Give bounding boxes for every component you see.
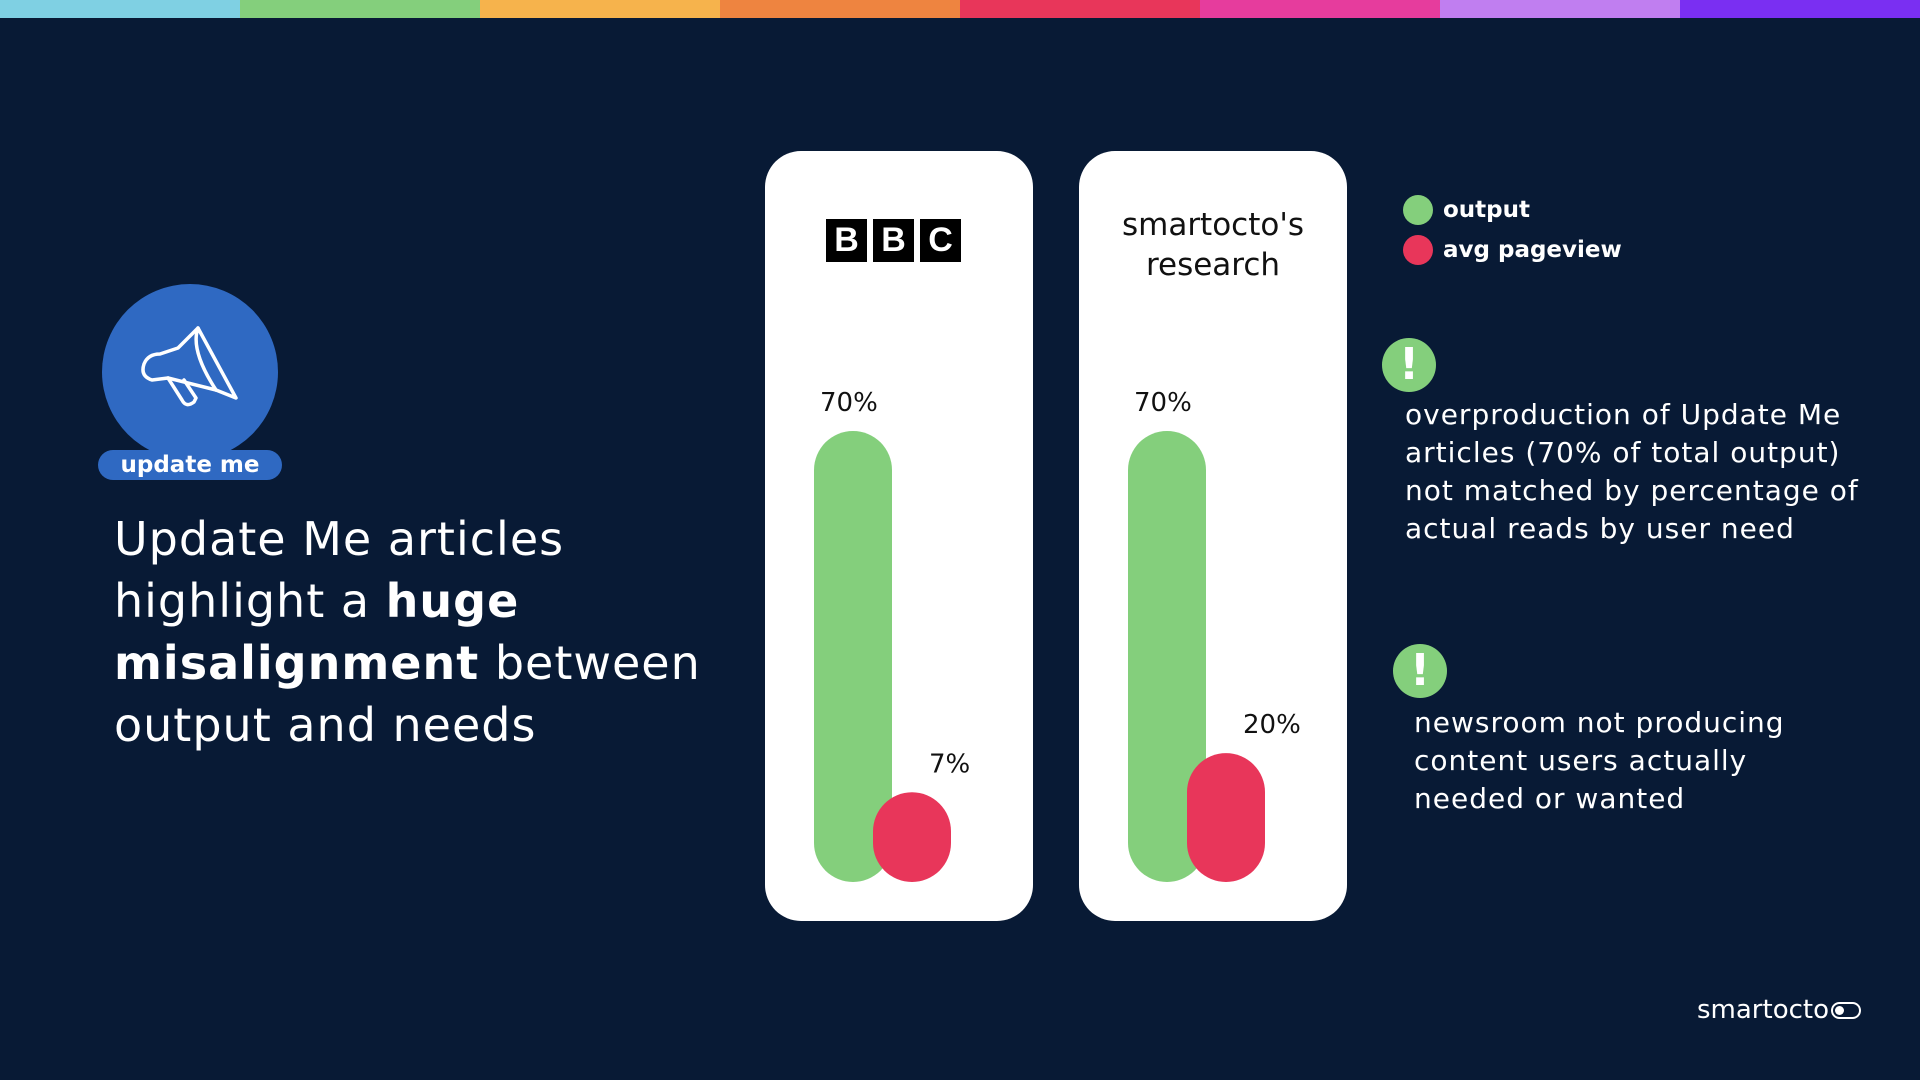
stripe-segment (0, 0, 240, 18)
headline-text-2: between output and needs (114, 636, 701, 752)
headline-bold-1: huge (385, 574, 520, 628)
stripe-segment (1680, 0, 1920, 18)
bar-avg-pageview (1187, 753, 1265, 882)
stripe-segment (480, 0, 720, 18)
stripe-segment (1200, 0, 1440, 18)
legend-swatch (1403, 235, 1433, 265)
card-title-line-1: smartocto's (1121, 207, 1305, 243)
brand-name: smartocto (1697, 995, 1829, 1025)
update-me-badge (102, 284, 278, 460)
smartocto-logo: smartocto (1697, 995, 1861, 1025)
toggle-icon (1831, 1001, 1861, 1019)
stripe-segment (960, 0, 1200, 18)
note-overproduction: overproduction of Update Me articles (70… (1405, 398, 1859, 545)
legend-label: output (1443, 197, 1531, 223)
bar-avg-pageview (873, 792, 951, 882)
data-label: 7% (929, 749, 970, 779)
stripe-segment (240, 0, 480, 18)
exclamation-icon: ! (1382, 338, 1436, 392)
bbc-chart-card: B B C 70% 7% (765, 151, 1033, 921)
color-stripe (0, 0, 1920, 18)
headline: Update Me articles highlight a huge misa… (114, 508, 734, 756)
smartocto-chart-card: smartocto's research 70% 20% (1079, 151, 1347, 921)
legend-item-output: output (1403, 190, 1622, 230)
bbc-bar-chart: 70% 7% (814, 388, 970, 882)
bar-output (814, 431, 892, 882)
card-title: smartocto's research (1079, 205, 1347, 285)
card-title-line-2: research (1145, 247, 1281, 283)
megaphone-icon (141, 326, 238, 407)
legend-label: avg pageview (1443, 237, 1622, 263)
note-newsroom: newsroom not producing content users act… (1414, 706, 1785, 815)
bbc-logo-letter: C (920, 219, 961, 262)
bar-output (1128, 431, 1206, 882)
data-label: 70% (820, 388, 878, 418)
legend-swatch (1403, 195, 1433, 225)
badge-label: update me (98, 450, 282, 480)
data-label: 20% (1243, 710, 1301, 740)
headline-text: Update Me articles highlight a (114, 512, 565, 628)
smartocto-bar-chart: 70% 20% (1128, 388, 1301, 882)
data-label: 70% (1134, 388, 1192, 418)
legend-item-avg-pageview: avg pageview (1403, 230, 1622, 270)
bbc-logo: B B C (826, 219, 961, 262)
stripe-segment (720, 0, 960, 18)
bbc-logo-letter: B (873, 219, 914, 262)
exclamation-icon: ! (1393, 644, 1447, 698)
bbc-logo-letter: B (826, 219, 867, 262)
stripe-segment (1440, 0, 1680, 18)
legend: output avg pageview (1403, 190, 1622, 270)
headline-bold-2: misalignment (114, 636, 480, 690)
